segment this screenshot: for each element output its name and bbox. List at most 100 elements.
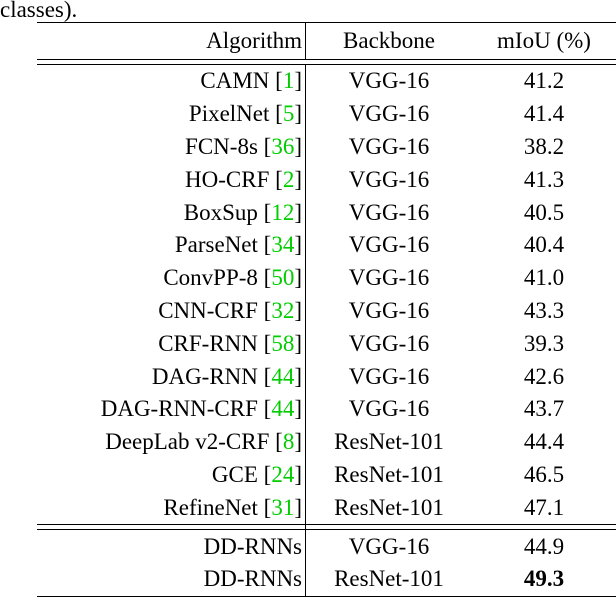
algorithm-name: PixelNet — [188, 101, 276, 127]
cite-bracket-open: [ — [275, 101, 283, 127]
cite-bracket-open: [ — [263, 494, 272, 520]
cite-bracket-open: [ — [263, 396, 272, 422]
algorithm-name: DD-RNNs — [203, 533, 302, 559]
cite-bracket-open: [ — [275, 166, 283, 192]
cite-bracket-open: [ — [263, 199, 272, 225]
table-row: CAMN [1] VGG-16 41.2 — [37, 65, 616, 98]
miou-cell: 44.9 — [523, 533, 565, 559]
column-divider — [305, 65, 306, 98]
backbone-cell: VGG-16 — [348, 363, 430, 389]
backbone-cell: VGG-16 — [348, 533, 430, 559]
algorithm-name: ParseNet — [174, 232, 264, 258]
results-table: Algorithm Backbone mIoU (%) CAMN [1] VGG-… — [37, 22, 616, 597]
miou-cell: 49.3 — [523, 566, 565, 592]
table-row: RefineNet [31] ResNet-101 47.1 — [37, 491, 616, 525]
algorithm-cell: CAMN [1] — [37, 65, 305, 98]
citation-link[interactable]: 5 — [282, 101, 295, 127]
citation-link[interactable]: 24 — [271, 461, 295, 487]
header-row: Algorithm Backbone mIoU (%) — [37, 23, 616, 59]
cite-bracket-close: ] — [294, 297, 302, 323]
algorithm-name: GCE — [211, 461, 264, 487]
cite-bracket-open: [ — [263, 265, 272, 291]
column-divider — [305, 491, 306, 525]
citation-link[interactable]: 34 — [271, 232, 295, 258]
cite-bracket-close: ] — [294, 68, 302, 94]
table-row: BoxSup [12] VGG-16 40.5 — [37, 196, 616, 229]
column-divider — [305, 530, 306, 563]
column-divider — [305, 130, 306, 164]
citation-link[interactable]: 44 — [271, 363, 295, 389]
miou-cell: 41.3 — [523, 166, 565, 192]
citation-link[interactable]: 12 — [271, 199, 295, 225]
citation-link[interactable]: 31 — [271, 494, 295, 520]
miou-cell: 41.2 — [523, 68, 565, 94]
citation-link[interactable]: 36 — [271, 133, 295, 159]
miou-cell: 44.4 — [523, 429, 565, 455]
algorithm-name: CAMN — [200, 68, 276, 94]
miou-cell: 43.7 — [523, 396, 565, 422]
backbone-cell: VGG-16 — [348, 232, 430, 258]
algorithm-cell: CNN-CRF [32] — [37, 295, 305, 328]
ours-body: DD-RNNs VGG-16 44.9 DD-RNNs ResNet-101 49.3 — [37, 530, 616, 596]
cite-bracket-close: ] — [294, 363, 302, 389]
citation-link[interactable]: 32 — [271, 297, 295, 323]
backbone-cell: ResNet-101 — [334, 566, 444, 592]
top-rule — [37, 22, 616, 23]
column-divider — [305, 294, 306, 328]
cite-bracket-close: ] — [294, 199, 302, 225]
algorithm-name: DD-RNNs — [203, 566, 302, 592]
cite-bracket-close: ] — [294, 396, 302, 422]
column-divider — [305, 163, 306, 197]
algorithm-cell: DD-RNNs — [37, 530, 305, 563]
header-miou: mIoU (%) — [497, 28, 591, 53]
citation-link[interactable]: 2 — [282, 166, 295, 192]
miou-cell: 40.5 — [523, 199, 565, 225]
cite-bracket-close: ] — [294, 461, 302, 487]
table-row: CRF-RNN [58] VGG-16 39.3 — [37, 327, 616, 361]
citation-link[interactable]: 1 — [282, 68, 295, 94]
algorithm-name: DAG-RNN-CRF — [100, 396, 264, 422]
algorithm-cell: BoxSup [12] — [37, 196, 305, 229]
algorithm-name: BoxSup — [183, 199, 264, 225]
section-double-rule — [37, 524, 616, 531]
cite-bracket-open: [ — [263, 330, 272, 356]
cite-bracket-open: [ — [275, 429, 283, 455]
algorithm-cell: FCN-8s [36] — [37, 131, 305, 164]
header-algorithm: Algorithm — [206, 28, 302, 53]
table-row: ParseNet [34] VGG-16 40.4 — [37, 228, 616, 262]
algorithm-name: HO-CRF — [185, 166, 276, 192]
column-divider — [305, 196, 306, 229]
backbone-cell: VGG-16 — [348, 101, 430, 127]
cite-bracket-close: ] — [294, 232, 302, 258]
backbone-cell: VGG-16 — [348, 133, 430, 159]
citation-link[interactable]: 44 — [271, 396, 295, 422]
cite-bracket-open: [ — [263, 133, 272, 159]
table-row: FCN-8s [36] VGG-16 38.2 — [37, 130, 616, 164]
column-divider — [305, 392, 306, 426]
bottom-rule — [37, 595, 616, 597]
cite-bracket-open: [ — [263, 232, 272, 258]
miou-cell: 38.2 — [523, 133, 565, 159]
algorithm-cell: ParseNet [34] — [37, 229, 305, 262]
table-row: PixelNet [5] VGG-16 41.4 — [37, 97, 616, 131]
algorithm-cell: GCE [24] — [37, 459, 305, 492]
citation-link[interactable]: 8 — [282, 429, 295, 455]
algorithm-cell: ConvPP-8 [50] — [37, 262, 305, 295]
cite-bracket-close: ] — [294, 101, 302, 127]
algorithm-cell: RefineNet [31] — [37, 491, 305, 524]
cite-bracket-close: ] — [294, 494, 302, 520]
cite-bracket-close: ] — [294, 166, 302, 192]
citation-link[interactable]: 50 — [271, 265, 295, 291]
miou-cell: 40.4 — [523, 232, 565, 258]
cite-bracket-open: [ — [263, 461, 272, 487]
miou-cell: 47.1 — [523, 494, 565, 520]
algorithm-name: DeepLab v2-CRF — [105, 429, 276, 455]
algorithm-cell: DAG-RNN [44] — [37, 360, 305, 393]
citation-link[interactable]: 58 — [271, 330, 295, 356]
table-row: DD-RNNs VGG-16 44.9 — [37, 530, 616, 563]
miou-cell: 46.5 — [523, 461, 565, 487]
backbone-cell: VGG-16 — [348, 297, 430, 323]
miou-cell: 43.3 — [523, 297, 565, 323]
cite-bracket-close: ] — [294, 429, 302, 455]
algorithm-name: CNN-CRF — [158, 297, 264, 323]
